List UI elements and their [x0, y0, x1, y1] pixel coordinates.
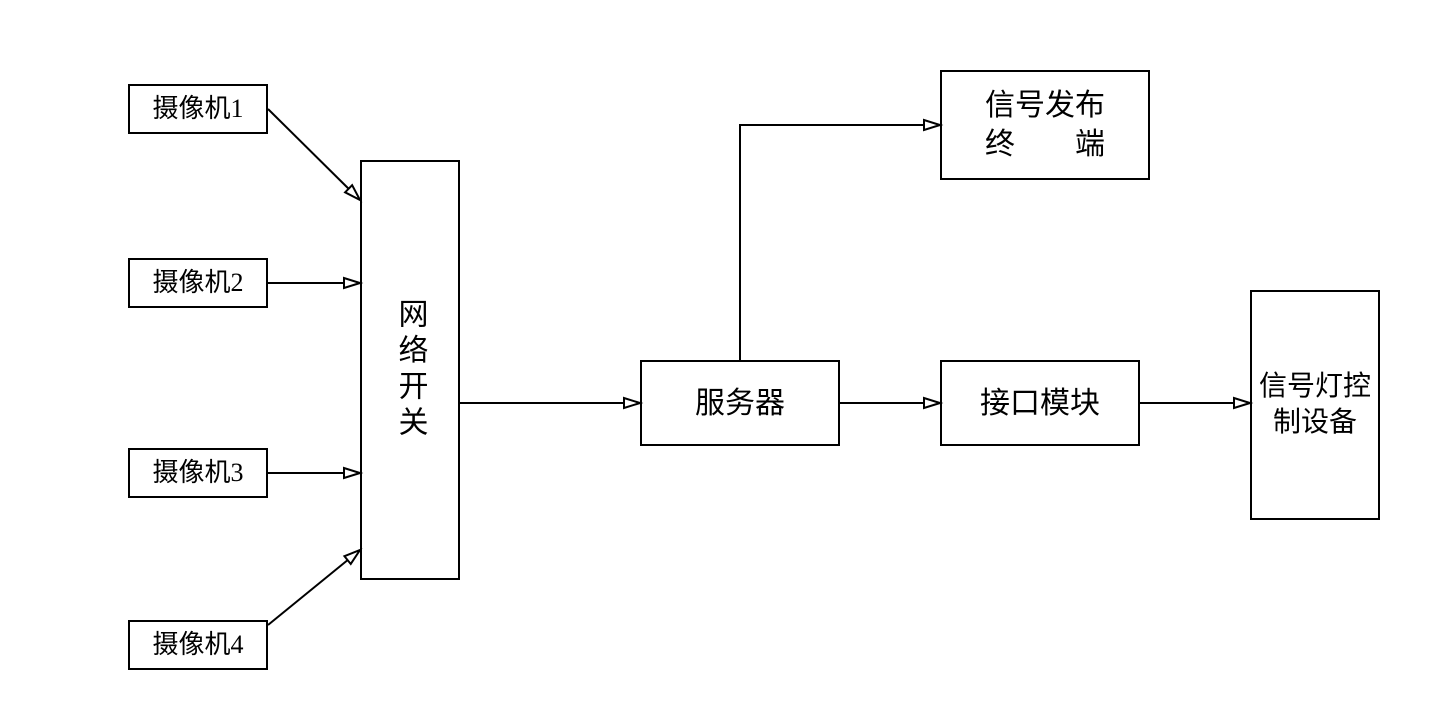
node-label: 网络开关: [391, 298, 430, 442]
diagram-stage: 摄像机1 摄像机2 摄像机3 摄像机4 网络开关 服务器 信号发布 终 端 接口…: [0, 0, 1448, 703]
node-label: 接口模块: [980, 384, 1100, 423]
node-camera-1: 摄像机1: [128, 84, 268, 134]
node-label: 信号发布 终 端: [985, 86, 1105, 164]
node-server: 服务器: [640, 360, 840, 446]
node-label: 摄像机4: [152, 628, 243, 662]
label-line-1: 信号发布: [985, 86, 1105, 125]
label-line-2: 制设备: [1259, 405, 1371, 441]
node-interface-module: 接口模块: [940, 360, 1140, 446]
node-label: 摄像机3: [152, 456, 243, 490]
node-label: 摄像机1: [152, 92, 243, 126]
node-signal-light-control: 信号灯控 制设备: [1250, 290, 1380, 520]
node-camera-2: 摄像机2: [128, 258, 268, 308]
node-label: 服务器: [695, 384, 785, 423]
node-label: 信号灯控 制设备: [1259, 369, 1371, 442]
label-line-2: 终 端: [985, 125, 1105, 164]
node-camera-4: 摄像机4: [128, 620, 268, 670]
node-label: 摄像机2: [152, 266, 243, 300]
label-line-1: 信号灯控: [1259, 369, 1371, 405]
node-network-switch: 网络开关: [360, 160, 460, 580]
node-camera-3: 摄像机3: [128, 448, 268, 498]
node-signal-publish-terminal: 信号发布 终 端: [940, 70, 1150, 180]
